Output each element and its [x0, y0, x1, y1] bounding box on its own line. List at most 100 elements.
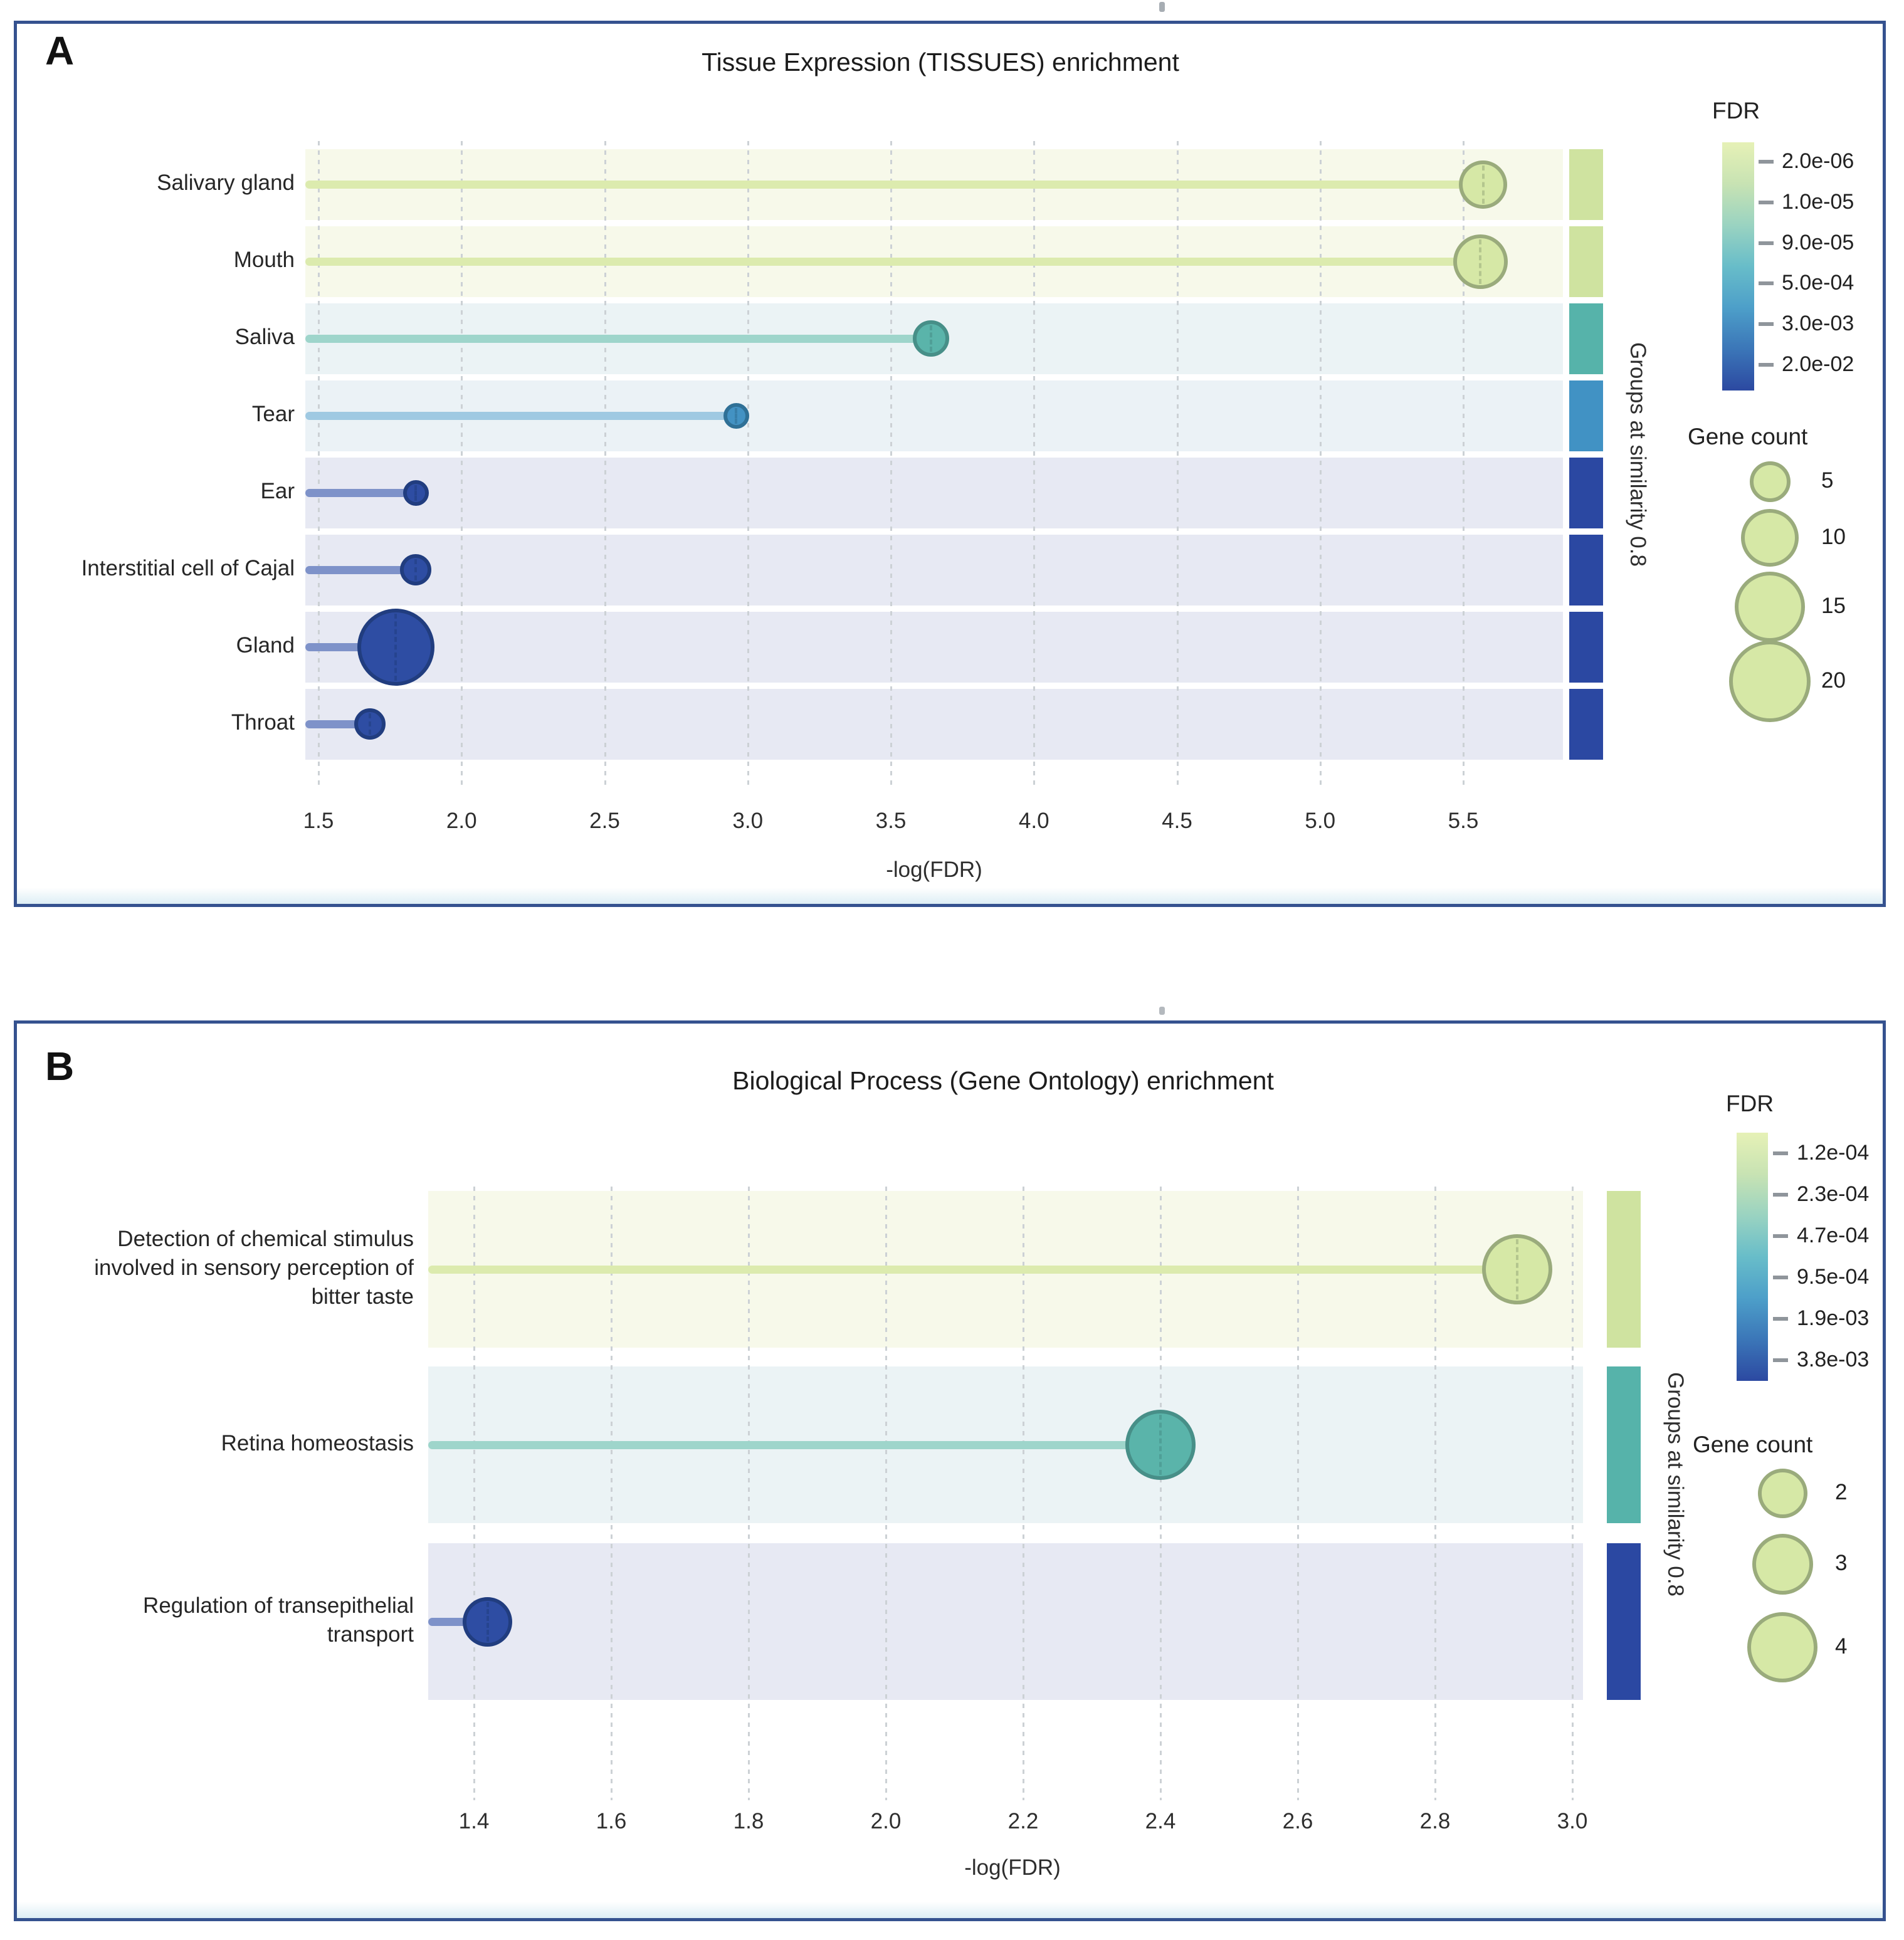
fdr-legend-tick	[1773, 1358, 1788, 1362]
gene-count-legend-circle	[1735, 572, 1805, 642]
group-sidebar-block	[1569, 380, 1603, 451]
gene-count-legend-label: 2	[1835, 1480, 1848, 1504]
x-tick-label: 4.0	[1018, 809, 1049, 833]
row-band	[305, 534, 1563, 606]
group-sidebar-block	[1607, 1191, 1641, 1348]
x-tick-label: 1.5	[303, 809, 334, 833]
x-tick-label: 1.4	[458, 1809, 490, 1833]
fdr-legend-tick	[1759, 160, 1774, 164]
fdr-gradient-bar	[1737, 1133, 1768, 1381]
lollipop-stick	[305, 334, 931, 343]
panel-b-fdr-legend-title: FDR	[1726, 1091, 1774, 1116]
x-gridline	[747, 141, 749, 789]
fdr-legend-label: 1.9e-03	[1797, 1306, 1870, 1330]
fdr-legend-tick	[1759, 322, 1774, 326]
category-label: Saliva	[234, 325, 295, 349]
x-tick-label: 3.5	[875, 809, 907, 833]
panel-a-x-axis-label: -log(FDR)	[886, 857, 982, 882]
row-band	[305, 688, 1563, 760]
lollipop-bubble	[402, 480, 429, 506]
panel-b-bottom-tint	[17, 1902, 1883, 1918]
category-label: Retina homeostasis	[221, 1431, 414, 1455]
bubble-center-dash	[414, 559, 418, 580]
fdr-legend-tick	[1773, 1317, 1788, 1321]
lollipop-stick	[428, 1440, 1160, 1449]
gene-count-legend-circle	[1757, 1468, 1807, 1518]
category-label: Mouth	[233, 248, 295, 272]
bubble-center-dash	[1479, 239, 1482, 284]
group-sidebar-block	[1569, 457, 1603, 528]
x-gridline	[1297, 1187, 1299, 1800]
fdr-legend-label: 2.0e-06	[1782, 149, 1854, 173]
panel-a-fdr-legend-title: FDR	[1712, 98, 1760, 123]
x-tick-label: 5.0	[1305, 809, 1336, 833]
fdr-legend-tick	[1773, 1151, 1788, 1155]
group-sidebar-block	[1569, 688, 1603, 760]
group-sidebar-block	[1569, 149, 1603, 220]
fdr-legend-label: 1.2e-04	[1797, 1141, 1870, 1165]
x-tick-label: 2.2	[1007, 1809, 1039, 1833]
fdr-gradient-bar	[1722, 142, 1754, 391]
x-tick-label: 4.5	[1162, 809, 1192, 833]
lollipop-stick	[305, 411, 737, 420]
fdr-legend-label: 3.8e-03	[1797, 1348, 1870, 1371]
panel-a-letter: A	[45, 28, 75, 73]
category-label: Interstitial cell of Cajal	[81, 556, 295, 580]
panel-b-letter: B	[45, 1044, 75, 1089]
lollipop-stick	[428, 1265, 1518, 1274]
x-gridline	[1176, 141, 1179, 789]
fdr-legend-label: 4.7e-04	[1797, 1224, 1870, 1247]
fdr-legend-tick	[1773, 1193, 1788, 1197]
group-sidebar-block	[1569, 534, 1603, 606]
gene-count-legend-label: 10	[1821, 525, 1846, 549]
gene-count-legend-label: 20	[1821, 668, 1846, 693]
lollipop-stick	[305, 720, 371, 728]
x-gridline	[611, 1187, 613, 1800]
fdr-legend-label: 5.0e-04	[1782, 271, 1854, 295]
x-gridline	[461, 141, 463, 789]
lollipop-stick	[305, 488, 416, 497]
x-tick-label: 5.5	[1448, 809, 1479, 833]
group-sidebar-block	[1607, 1366, 1641, 1523]
bubble-center-dash	[1159, 1415, 1162, 1475]
panel-a-gene-count-legend-title: Gene count	[1688, 424, 1808, 449]
group-sidebar-block	[1569, 226, 1603, 297]
bubble-center-dash	[929, 325, 932, 352]
x-gridline	[1023, 1187, 1024, 1800]
x-gridline	[1572, 1187, 1574, 1800]
category-label: Salivary gland	[157, 170, 295, 195]
lollipop-stick	[305, 565, 416, 574]
x-gridline	[1319, 141, 1322, 789]
bubble-center-dash	[1481, 165, 1485, 204]
x-tick-label: 2.0	[870, 1809, 902, 1833]
fdr-legend-label: 9.0e-05	[1782, 231, 1854, 254]
x-gridline	[1434, 1187, 1436, 1800]
gene-count-legend-circle	[1752, 1533, 1813, 1595]
x-tick-label: 2.8	[1419, 1809, 1451, 1833]
fdr-legend-label: 2.3e-04	[1797, 1182, 1870, 1206]
panel-b-gene-count-legend-title: Gene count	[1693, 1432, 1813, 1457]
panel-b-x-axis-label: -log(FDR)	[964, 1855, 1061, 1880]
x-tick-label: 1.6	[596, 1809, 627, 1833]
group-sidebar-block	[1569, 303, 1603, 374]
fdr-legend-label: 9.5e-04	[1797, 1265, 1870, 1289]
lollipop-stick	[305, 180, 1483, 189]
fdr-legend-tick	[1773, 1234, 1788, 1238]
row-band	[305, 611, 1563, 683]
group-sidebar-block	[1607, 1543, 1641, 1700]
panel-a-bottom-tint	[17, 888, 1883, 904]
gene-count-legend-circle	[1729, 641, 1811, 722]
fdr-legend-tick	[1759, 363, 1774, 367]
bubble-center-dash	[369, 713, 372, 735]
x-tick-label: 1.8	[733, 1809, 764, 1833]
category-label: Detection of chemical stimulus involved i…	[94, 1227, 414, 1309]
panel-b-groups-axis-label: Groups at similarity 0.8	[1663, 1372, 1688, 1597]
panel-a-groups-axis-label: Groups at similarity 0.8	[1626, 342, 1650, 567]
scroll-artifact-middle	[1159, 1007, 1165, 1015]
x-gridline	[604, 141, 606, 789]
row-band	[428, 1543, 1583, 1700]
fdr-legend-label: 1.0e-05	[1782, 190, 1854, 214]
lollipop-stick	[305, 257, 1481, 266]
x-gridline	[748, 1187, 750, 1800]
x-tick-label: 2.6	[1282, 1809, 1313, 1833]
